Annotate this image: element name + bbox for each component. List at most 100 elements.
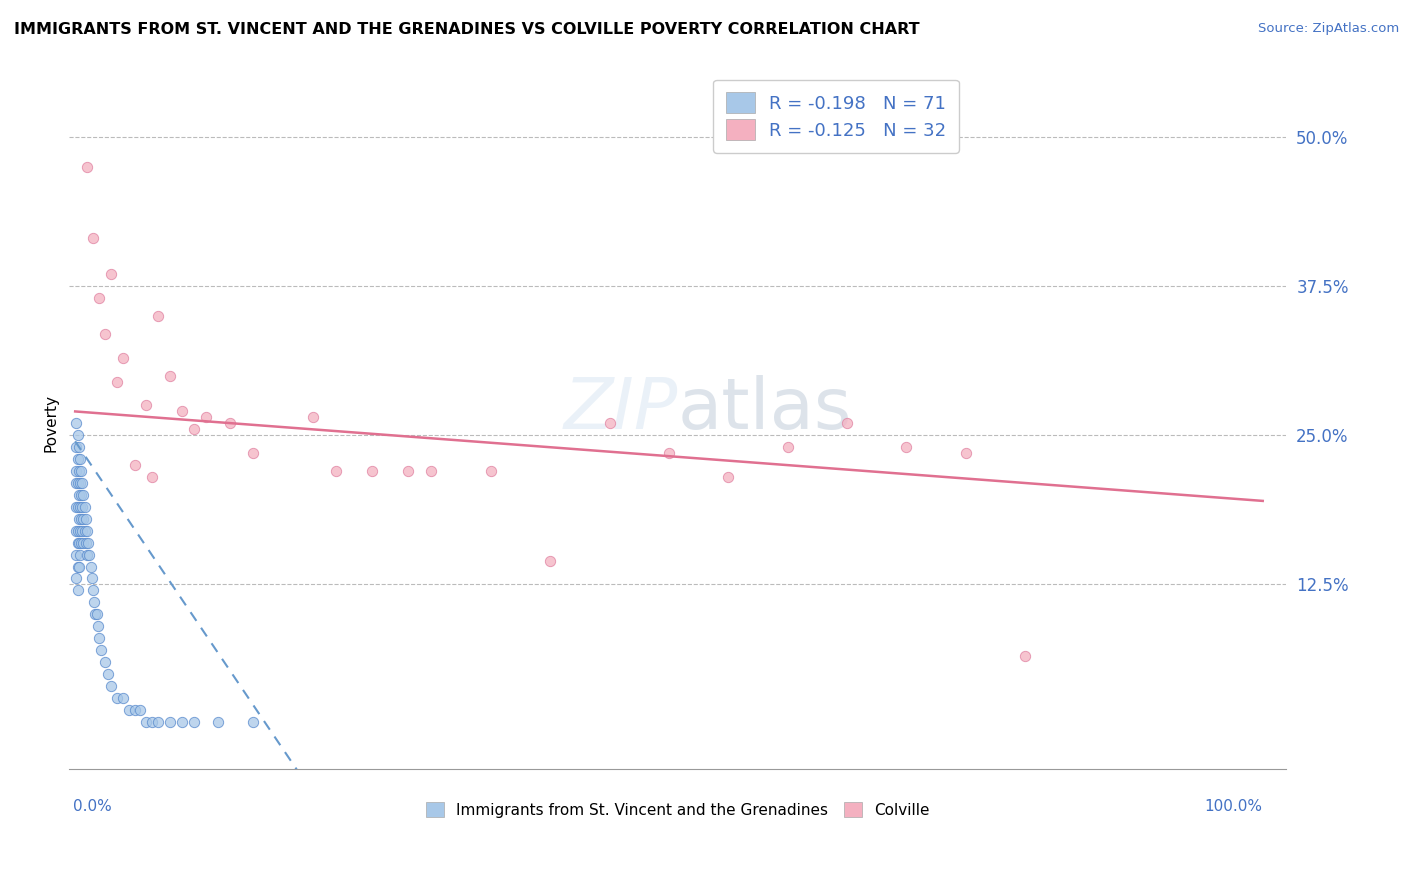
Point <box>67 464 90 478</box>
Point <box>105 375 128 389</box>
Point <box>148 309 170 323</box>
Point <box>66 524 89 538</box>
Point <box>111 351 134 365</box>
Point <box>135 399 157 413</box>
Point <box>124 703 146 717</box>
Point <box>599 417 621 431</box>
Point <box>79 548 101 562</box>
Point <box>67 512 90 526</box>
Point <box>87 619 110 633</box>
Point <box>170 714 193 729</box>
Point <box>66 500 89 514</box>
Point <box>67 535 90 549</box>
Point <box>301 410 323 425</box>
Point <box>76 548 98 562</box>
Point <box>69 524 91 538</box>
Point <box>76 160 98 174</box>
Point <box>65 571 87 585</box>
Point <box>207 714 229 729</box>
Point <box>69 475 91 490</box>
Point <box>361 464 384 478</box>
Point <box>73 524 96 538</box>
Text: 100.0%: 100.0% <box>1205 799 1263 814</box>
Point <box>835 417 858 431</box>
Point <box>67 440 90 454</box>
Text: ZIP: ZIP <box>564 375 678 444</box>
Point <box>77 535 100 549</box>
Point <box>242 714 264 729</box>
Point <box>658 446 681 460</box>
Point <box>67 488 90 502</box>
Point <box>159 368 181 383</box>
Point <box>159 714 181 729</box>
Point <box>75 535 97 549</box>
Point <box>90 643 112 657</box>
Point <box>72 524 94 538</box>
Point <box>69 500 91 514</box>
Point <box>1014 648 1036 663</box>
Point <box>70 512 93 526</box>
Point <box>896 440 918 454</box>
Point <box>72 488 94 502</box>
Point <box>141 714 163 729</box>
Point <box>66 559 89 574</box>
Point <box>129 703 152 717</box>
Point <box>66 535 89 549</box>
Point <box>325 464 347 478</box>
Point <box>75 512 97 526</box>
Point <box>717 470 740 484</box>
Point <box>65 524 87 538</box>
Point <box>87 631 110 645</box>
Point <box>66 583 89 598</box>
Point <box>67 559 90 574</box>
Point <box>183 422 205 436</box>
Point <box>83 595 105 609</box>
Point <box>94 655 117 669</box>
Text: Source: ZipAtlas.com: Source: ZipAtlas.com <box>1258 22 1399 36</box>
Point <box>65 548 87 562</box>
Point <box>86 607 108 622</box>
Point <box>194 410 217 425</box>
Point <box>135 714 157 729</box>
Point <box>100 267 122 281</box>
Point <box>79 559 101 574</box>
Point <box>66 452 89 467</box>
Point <box>420 464 443 478</box>
Point <box>94 326 117 341</box>
Point <box>776 440 799 454</box>
Text: atlas: atlas <box>678 375 852 444</box>
Point <box>65 500 87 514</box>
Point <box>80 571 103 585</box>
Point <box>87 291 110 305</box>
Point <box>148 714 170 729</box>
Point <box>97 666 120 681</box>
Point <box>69 548 91 562</box>
Legend: Immigrants from St. Vincent and the Grenadines, Colville: Immigrants from St. Vincent and the Gren… <box>420 796 936 824</box>
Point <box>66 428 89 442</box>
Point <box>65 475 87 490</box>
Point <box>111 690 134 705</box>
Point <box>82 583 104 598</box>
Point <box>84 607 107 622</box>
Point <box>183 714 205 729</box>
Point <box>117 703 139 717</box>
Point <box>396 464 419 478</box>
Point <box>242 446 264 460</box>
Point <box>73 500 96 514</box>
Point <box>72 475 94 490</box>
Point <box>124 458 146 472</box>
Point <box>82 231 104 245</box>
Point <box>70 464 93 478</box>
Point <box>65 417 87 431</box>
Y-axis label: Poverty: Poverty <box>44 394 58 452</box>
Point <box>65 440 87 454</box>
Point <box>141 470 163 484</box>
Point <box>70 488 93 502</box>
Point <box>76 524 98 538</box>
Point <box>955 446 977 460</box>
Point <box>72 512 94 526</box>
Point <box>72 535 94 549</box>
Point <box>105 690 128 705</box>
Point <box>69 452 91 467</box>
Point <box>72 500 94 514</box>
